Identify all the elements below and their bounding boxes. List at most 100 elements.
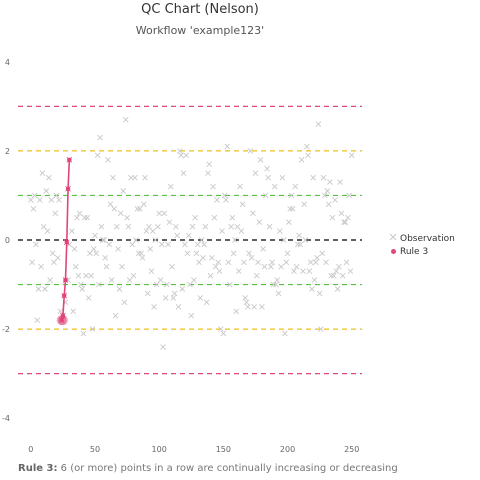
- observation-point: [305, 152, 311, 159]
- x-tick-label: 200: [280, 445, 295, 454]
- observation-point: [175, 303, 182, 310]
- rule-point-marker: [61, 292, 67, 299]
- observation-point: [103, 263, 110, 270]
- observation-point: [338, 210, 345, 217]
- chart-subtitle: Workflow 'example123': [135, 24, 265, 37]
- observation-point: [306, 268, 313, 275]
- observation-point: [88, 272, 94, 279]
- observation-point: [324, 188, 331, 194]
- x-tick-label: 0: [28, 445, 33, 454]
- observation-point: [233, 308, 240, 315]
- observation-point: [343, 259, 350, 266]
- observation-point: [184, 250, 191, 257]
- observation-point: [206, 161, 213, 168]
- observation-point: [130, 272, 137, 279]
- observation-point: [282, 330, 288, 337]
- observation-point: [176, 148, 183, 154]
- observation-point: [138, 250, 145, 257]
- observation-point: [53, 192, 60, 199]
- observation-point: [255, 259, 261, 266]
- observation-point: [348, 152, 355, 159]
- observation-point: [237, 183, 243, 190]
- observation-point: [96, 281, 102, 288]
- observation-point: [253, 272, 260, 279]
- observation-point: [228, 223, 234, 230]
- observation-point: [39, 170, 46, 177]
- observation-point: [266, 223, 273, 230]
- observation-point: [347, 268, 354, 275]
- observation-point: [312, 259, 319, 266]
- footnote-text: 6 (or more) points in a row are continua…: [57, 463, 398, 474]
- observation-point: [284, 250, 291, 257]
- observation-point: [261, 263, 268, 270]
- observation-point: [193, 250, 200, 257]
- observation-point: [134, 205, 141, 212]
- observation-point: [328, 272, 335, 279]
- observation-point: [179, 286, 186, 292]
- observation-point: [149, 228, 156, 234]
- observation-point: [251, 303, 257, 310]
- footnote: Rule 3: 6 (or more) points in a row are …: [18, 463, 398, 474]
- rule-point-marker: [60, 312, 66, 319]
- observation-point: [174, 232, 180, 239]
- observation-point: [242, 295, 249, 301]
- observation-point: [315, 121, 322, 128]
- observation-point: [102, 254, 109, 261]
- observation-point: [142, 174, 148, 181]
- observation-point: [319, 250, 326, 257]
- observation-point: [289, 205, 296, 212]
- observation-point: [271, 183, 278, 190]
- observation-point: [89, 326, 96, 332]
- observation-point: [302, 237, 309, 243]
- observation-point: [79, 286, 85, 292]
- observation-point: [207, 272, 214, 279]
- observation-point: [183, 152, 189, 159]
- observation-point: [30, 205, 37, 212]
- observation-point: [94, 152, 101, 159]
- observation-point: [277, 228, 283, 234]
- observation-point: [239, 201, 246, 208]
- observation-point: [229, 214, 236, 221]
- observation-point: [333, 268, 340, 275]
- observation-point: [156, 210, 163, 217]
- observation-point: [273, 281, 279, 288]
- observation-point: [29, 259, 35, 266]
- observation-point: [219, 228, 225, 234]
- observation-point: [201, 241, 207, 248]
- observation-point: [295, 241, 301, 248]
- observation-point: [202, 223, 209, 230]
- legend-item-observation: Observation: [386, 232, 455, 245]
- observation-point: [278, 263, 284, 270]
- observation-point: [33, 241, 39, 248]
- y-tick-label: -2: [2, 325, 10, 334]
- observation-point: [329, 214, 336, 221]
- observation-point: [320, 174, 327, 181]
- observation-point: [115, 246, 121, 252]
- observation-point: [143, 228, 150, 234]
- observation-point: [106, 241, 112, 248]
- observation-point: [307, 259, 314, 266]
- observation-point: [286, 219, 292, 226]
- y-tick-label: 2: [5, 147, 10, 156]
- observation-point: [178, 152, 184, 159]
- legend-label-observation: Observation: [400, 233, 455, 244]
- observation-point: [215, 259, 222, 266]
- legend-label-rule: Rule 3: [400, 246, 429, 257]
- observation-point: [260, 246, 266, 252]
- observation-point: [345, 214, 351, 221]
- observation-point: [275, 290, 282, 297]
- y-tick-label: -4: [2, 414, 10, 423]
- observation-point: [346, 192, 352, 199]
- observation-point: [203, 299, 210, 306]
- observation-point: [221, 192, 228, 199]
- observation-point: [101, 237, 107, 243]
- observation-point: [34, 317, 41, 324]
- observation-point: [71, 246, 78, 252]
- observation-point: [334, 286, 341, 292]
- observation-point: [223, 197, 229, 203]
- observation-point: [52, 210, 59, 217]
- observation-point: [262, 192, 269, 199]
- x-tick-label: 100: [152, 445, 167, 454]
- observation-point: [99, 237, 106, 243]
